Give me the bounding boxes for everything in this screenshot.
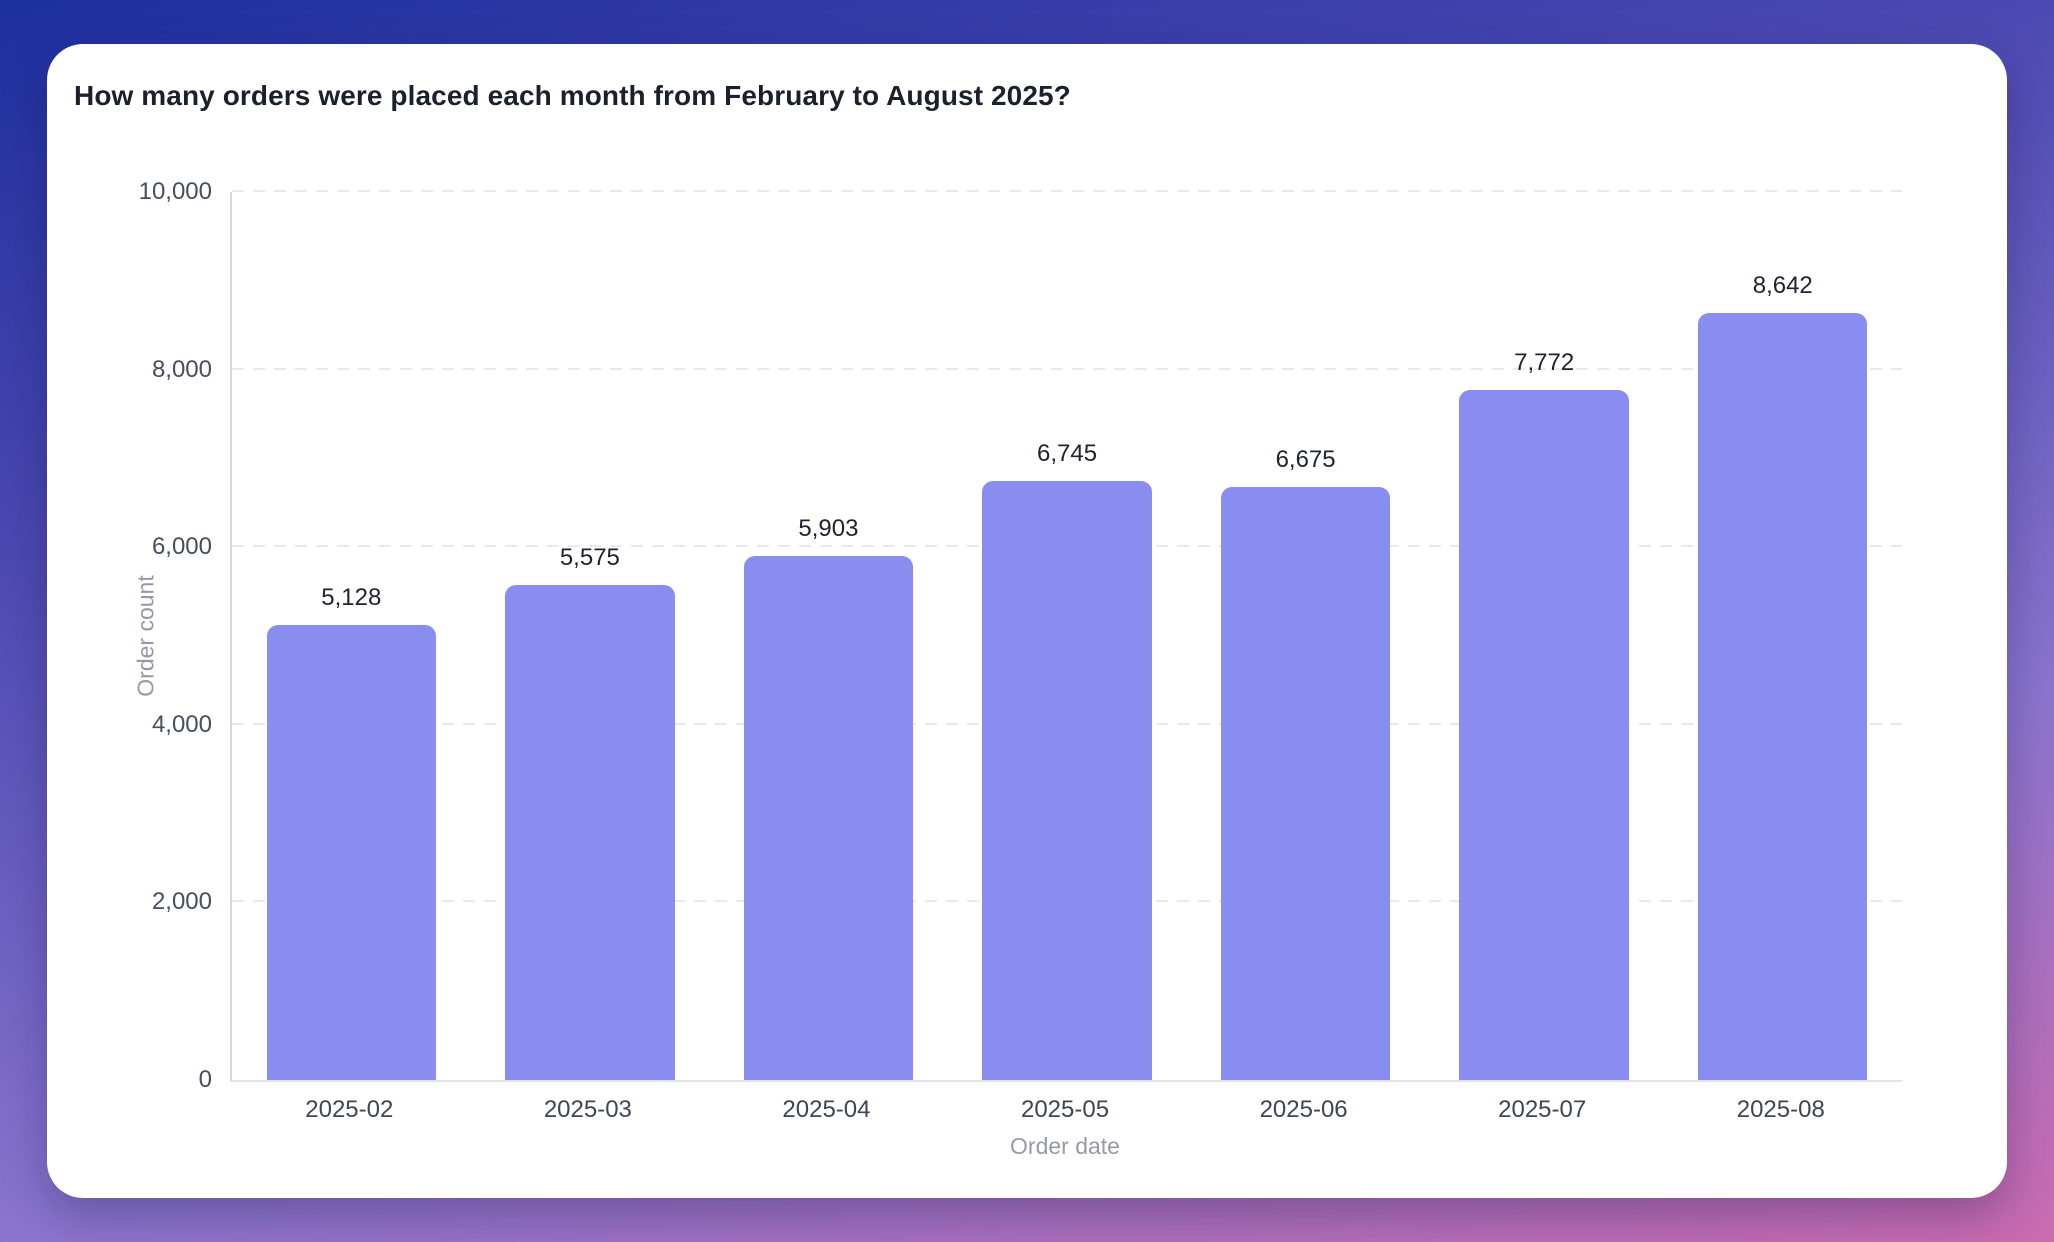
bar-slot: 6,745 bbox=[948, 192, 1187, 1080]
x-tick-label: 2025-03 bbox=[543, 1096, 632, 1123]
bar-2025-06[interactable] bbox=[1220, 487, 1391, 1080]
y-tick-label: 6,000 bbox=[151, 533, 212, 561]
plot-area: 5,128 5,575 5,903 6,745 6,675 7,772 8,642 bbox=[230, 190, 1902, 1082]
x-tick-label: 2025-08 bbox=[1736, 1096, 1825, 1123]
x-tick-label: 2025-02 bbox=[305, 1096, 394, 1123]
bar-slot: 5,575 bbox=[471, 192, 710, 1080]
bar-slot: 7,772 bbox=[1425, 192, 1664, 1080]
x-axis-title: Order date bbox=[1010, 1133, 1120, 1159]
bar-2025-02[interactable] bbox=[266, 624, 436, 1080]
bar-2025-08[interactable] bbox=[1698, 312, 1868, 1080]
y-tick-label: 10,000 bbox=[138, 178, 212, 205]
x-tick-label: 2025-04 bbox=[782, 1096, 871, 1123]
x-tick-label: 2025-05 bbox=[1020, 1096, 1110, 1123]
bar-value-label: 5,575 bbox=[559, 543, 620, 571]
bar-value-label: 5,128 bbox=[321, 583, 382, 611]
bar-slot: 5,128 bbox=[232, 192, 471, 1080]
y-tick-label: 4,000 bbox=[151, 710, 212, 738]
x-axis-ticks: 2025-02 2025-03 2025-04 2025-05 2025-06 2025-… bbox=[230, 1096, 1900, 1124]
chart-title: How many orders were placed each month f… bbox=[74, 80, 1071, 111]
bar-2025-07[interactable] bbox=[1459, 389, 1629, 1080]
x-tick-label: 2025-06 bbox=[1259, 1096, 1348, 1123]
bar-2025-05[interactable] bbox=[982, 481, 1152, 1080]
x-tick-label: 2025-07 bbox=[1498, 1096, 1587, 1123]
bar-slot: 6,675 bbox=[1186, 192, 1425, 1080]
bar-slot: 5,903 bbox=[709, 192, 948, 1080]
bar-value-label: 5,903 bbox=[798, 514, 859, 542]
y-tick-label: 2,000 bbox=[151, 888, 212, 916]
bar-value-label: 7,772 bbox=[1514, 348, 1575, 376]
y-axis-ticks: 0 2,000 4,000 6,000 8,000 10,000 bbox=[47, 178, 212, 1093]
y-tick-label: 0 bbox=[198, 1066, 212, 1093]
bar-value-label: 8,642 bbox=[1752, 271, 1813, 299]
chart-card: How many orders were placed each month f… bbox=[47, 44, 2007, 1198]
bar-series: 5,128 5,575 5,903 6,745 6,675 7,772 8,642 bbox=[232, 192, 1902, 1080]
y-tick-label: 8,000 bbox=[151, 355, 212, 383]
bar-value-label: 6,675 bbox=[1275, 446, 1336, 474]
bar-2025-04[interactable] bbox=[743, 555, 914, 1080]
bar-value-label: 6,745 bbox=[1036, 440, 1098, 468]
bar-slot: 8,642 bbox=[1663, 192, 1902, 1080]
bar-2025-03[interactable] bbox=[505, 584, 675, 1080]
